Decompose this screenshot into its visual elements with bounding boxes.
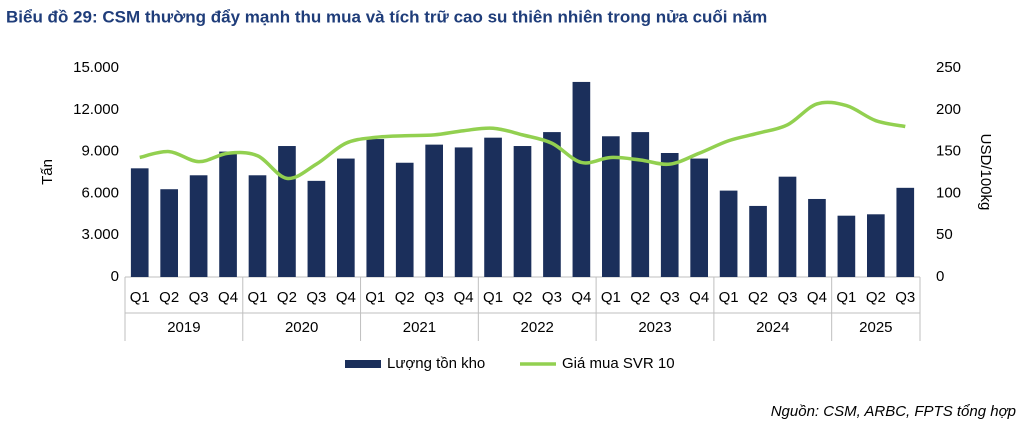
bar: [219, 151, 237, 277]
x-tick-label: Q4: [807, 289, 827, 306]
group-label: 2024: [756, 319, 789, 336]
x-tick-label: Q2: [277, 289, 297, 306]
x-tick-label: Q1: [601, 289, 621, 306]
legend-swatch: [345, 360, 381, 368]
bar: [366, 139, 385, 277]
bar: [395, 162, 414, 277]
y2-tick-label: 250: [936, 59, 961, 76]
y-tick-label: 0: [111, 268, 119, 285]
bar: [778, 176, 797, 277]
legend-label: Giá mua SVR 10: [562, 355, 675, 372]
group-label: 2025: [859, 319, 892, 336]
x-tick-label: Q1: [483, 289, 503, 306]
x-tick-label: Q1: [719, 289, 739, 306]
bar: [189, 175, 208, 277]
bar: [425, 144, 443, 277]
chart-title: Biểu đồ 29: CSM thường đẩy mạnh thu mua …: [6, 7, 767, 26]
y2-tick-label: 50: [936, 226, 953, 243]
y-tick-label: 9.000: [81, 143, 119, 160]
bar: [513, 146, 532, 277]
x-tick-label: Q3: [895, 289, 915, 306]
x-tick-label: Q3: [660, 289, 680, 306]
x-tick-label: Q1: [365, 289, 385, 306]
x-tick-label: Q3: [542, 289, 562, 306]
y2-tick-label: 200: [936, 101, 961, 118]
bar: [130, 168, 149, 277]
bar: [719, 190, 738, 277]
x-tick-label: Q4: [689, 289, 709, 306]
bar: [837, 215, 856, 277]
bar: [278, 146, 296, 277]
y-tick-label: 15.000: [73, 59, 119, 76]
x-tick-label: Q3: [189, 289, 209, 306]
legend-label: Lượng tồn kho: [387, 355, 485, 372]
x-tick-label: Q3: [777, 289, 797, 306]
x-tick-label: Q4: [336, 289, 356, 306]
x-tick-label: Q2: [512, 289, 532, 306]
bar: [572, 81, 591, 277]
bar: [749, 205, 767, 277]
bar: [896, 187, 915, 277]
x-tick-label: Q4: [218, 289, 238, 306]
x-tick-label: Q3: [306, 289, 326, 306]
bar: [808, 198, 826, 277]
group-label: 2022: [521, 319, 554, 336]
x-tick-label: Q2: [866, 289, 886, 306]
bar: [660, 152, 679, 277]
y-tick-label: 3.000: [81, 226, 119, 243]
bar: [484, 137, 502, 277]
bar: [602, 136, 620, 277]
x-tick-label: Q2: [748, 289, 768, 306]
y2-tick-label: 0: [936, 268, 944, 285]
x-tick-label: Q1: [836, 289, 856, 306]
y2-axis-label: USD/100kg: [977, 134, 994, 211]
x-tick-label: Q2: [630, 289, 650, 306]
bar: [543, 132, 561, 277]
y2-tick-label: 100: [936, 184, 961, 201]
y-tick-label: 6.000: [81, 184, 119, 201]
x-tick-label: Q4: [571, 289, 591, 306]
y2-tick-label: 150: [936, 143, 961, 160]
x-tick-label: Q1: [130, 289, 150, 306]
group-label: 2021: [403, 319, 436, 336]
x-tick-label: Q2: [159, 289, 179, 306]
bar: [160, 189, 178, 277]
bar: [454, 147, 473, 277]
group-label: 2023: [638, 319, 671, 336]
x-tick-label: Q4: [454, 289, 474, 306]
y-tick-label: 12.000: [73, 101, 119, 118]
bar: [867, 214, 885, 277]
group-label: 2020: [285, 319, 318, 336]
bar: [337, 158, 355, 277]
group-label: 2019: [167, 319, 200, 336]
x-tick-label: Q1: [247, 289, 267, 306]
bar: [307, 180, 326, 277]
bar: [690, 158, 708, 277]
x-tick-label: Q2: [395, 289, 415, 306]
y-axis-label: Tấn: [39, 159, 56, 185]
line-series: [139, 100, 906, 181]
bar: [631, 132, 650, 277]
bar: [248, 175, 267, 277]
x-tick-label: Q3: [424, 289, 444, 306]
source-note: Nguồn: CSM, ARBC, FPTS tổng hợp: [771, 403, 1016, 420]
